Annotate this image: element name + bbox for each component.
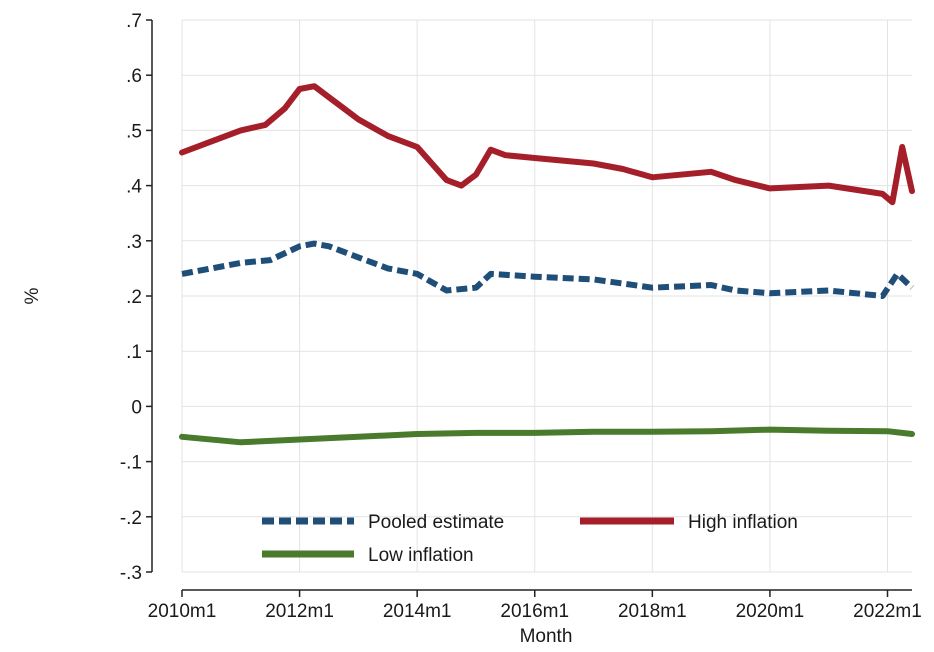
legend-label-pooled: Pooled estimate <box>368 512 504 533</box>
legend-label-low: Low inflation <box>368 545 474 566</box>
legend: Pooled estimate High inflation Low infla… <box>262 512 798 566</box>
y-tick-label: 0 <box>131 397 142 418</box>
axes <box>151 20 912 591</box>
y-tick-label: .5 <box>126 121 142 142</box>
series-line-high-inflation <box>179 83 915 206</box>
x-tick-label: 2014m1 <box>383 601 452 622</box>
x-tick-label: 2012m1 <box>265 601 334 622</box>
y-tick-label: -.1 <box>120 453 142 474</box>
series-line-low-inflation <box>179 426 915 446</box>
x-tick-label: 2022m1 <box>853 601 922 622</box>
y-tick-label: .1 <box>126 342 142 363</box>
y-axis-ticks: .7 .6 .5 .4 .3 .2 .1 0 -.1 -.2 -.3 <box>120 11 152 584</box>
x-tick-label: 2018m1 <box>618 601 687 622</box>
x-tick-label: 2016m1 <box>500 601 569 622</box>
y-tick-label: .7 <box>126 11 142 32</box>
y-tick-label: .2 <box>126 287 142 308</box>
x-axis-ticks: 2010m1 2012m1 2014m1 2016m1 2018m1 2020m1 2022… <box>148 590 922 622</box>
y-tick-label: -.3 <box>120 563 142 584</box>
y-tick-label: .3 <box>126 232 142 253</box>
legend-label-high: High inflation <box>688 512 798 533</box>
series-line-pooled-estimate <box>181 240 915 299</box>
series-lines <box>179 83 915 446</box>
x-tick-label: 2010m1 <box>148 601 217 622</box>
x-axis-title: Month <box>520 626 573 647</box>
y-tick-label: .4 <box>126 177 142 198</box>
y-tick-label: -.2 <box>120 508 142 529</box>
gridlines <box>181 19 912 573</box>
x-tick-label: 2020m1 <box>736 601 805 622</box>
y-axis-title: % <box>22 287 43 304</box>
y-tick-label: .6 <box>126 66 142 87</box>
